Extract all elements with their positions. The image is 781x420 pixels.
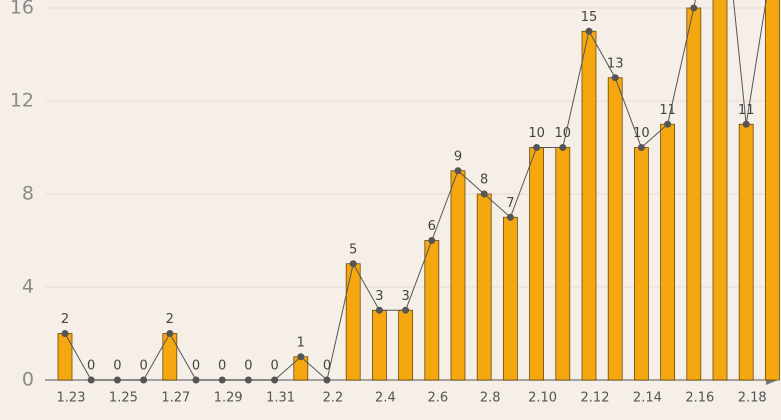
data-label: 0: [87, 359, 95, 374]
x-tick-label: 2.16: [685, 391, 714, 406]
x-tick-label: 2.18: [738, 391, 767, 406]
data-label: 0: [218, 359, 226, 374]
bar: [57, 333, 73, 381]
point: [323, 376, 331, 384]
point: [559, 144, 567, 151]
data-label: 3: [375, 289, 383, 304]
point: [61, 330, 69, 337]
bar: [162, 333, 178, 381]
point: [664, 120, 672, 128]
point: [218, 376, 226, 384]
point: [611, 74, 619, 82]
bar: [712, 0, 728, 381]
data-label: 10: [633, 126, 650, 141]
bar: [686, 7, 702, 381]
y-tick-label: 8: [22, 183, 34, 205]
bar: [607, 77, 623, 381]
bar: [398, 309, 414, 381]
bar: [450, 170, 466, 381]
bar: [634, 147, 649, 381]
point: [192, 376, 200, 384]
x-tick-label: 1.29: [214, 391, 243, 406]
point: [375, 306, 383, 314]
point: [271, 376, 279, 384]
x-tick-label: 2.4: [375, 391, 396, 406]
point: [244, 376, 252, 384]
point: [506, 213, 514, 221]
point: [742, 120, 750, 128]
bar: [529, 147, 544, 381]
y-tick-label: 12: [10, 90, 34, 112]
data-label: 0: [323, 359, 331, 374]
data-label: 15: [581, 10, 598, 25]
bar: [476, 193, 492, 381]
data-label: 8: [480, 173, 488, 188]
data-label: 1: [297, 335, 305, 350]
bar: [424, 240, 440, 381]
data-label: 3: [401, 289, 409, 304]
point: [166, 330, 174, 337]
x-tick-label: 2.8: [480, 391, 501, 406]
x-tick-label: 1.25: [109, 391, 138, 406]
point: [454, 167, 462, 175]
data-label: 16: [686, 0, 703, 2]
data-label: 11: [738, 103, 755, 118]
point: [349, 260, 357, 268]
data-label: 0: [244, 359, 252, 374]
bar: [765, 0, 780, 381]
data-label: 2: [61, 312, 69, 327]
y-tick-label: 4: [22, 276, 34, 298]
bar: [371, 309, 387, 381]
point: [113, 376, 121, 384]
data-label: 0: [139, 359, 147, 374]
bar: [345, 263, 361, 381]
data-label: 11: [659, 103, 676, 118]
point: [533, 144, 541, 151]
data-label: 0: [192, 359, 200, 374]
data-label: 7: [506, 196, 514, 211]
x-tick-label: 2.12: [581, 391, 610, 406]
data-label: 5: [349, 242, 357, 257]
point: [140, 376, 148, 384]
y-tick-label: 0: [22, 369, 34, 391]
trend-line: [64, 0, 767, 381]
point: [585, 27, 593, 35]
point: [402, 306, 410, 314]
bar: [502, 216, 518, 381]
point: [637, 144, 645, 151]
data-label: 2: [166, 312, 174, 327]
bar: [738, 123, 754, 381]
bar: [581, 30, 597, 381]
x-tick-label: 1.31: [266, 391, 295, 406]
point: [690, 4, 698, 12]
data-label: 6: [428, 219, 436, 234]
data-label: 13: [607, 56, 624, 71]
x-tick-label: 2.6: [427, 391, 448, 406]
data-label: 9: [454, 149, 462, 164]
data-label: 10: [528, 126, 545, 141]
x-tick-label: 1.23: [57, 391, 86, 406]
data-label: 10: [555, 126, 572, 141]
data-label: 0: [270, 359, 278, 374]
x-tick-label: 2.10: [528, 391, 557, 406]
point: [428, 237, 436, 244]
point: [297, 353, 305, 361]
bar: [555, 147, 571, 381]
y-tick-label: 16: [10, 0, 34, 19]
data-label: 0: [113, 359, 121, 374]
x-tick-label: 1.27: [161, 391, 190, 406]
point: [480, 190, 488, 198]
bar: [660, 123, 675, 381]
x-tick-label: 2.2: [323, 391, 344, 406]
point: [87, 376, 95, 384]
x-tick-label: 2.14: [633, 391, 662, 406]
